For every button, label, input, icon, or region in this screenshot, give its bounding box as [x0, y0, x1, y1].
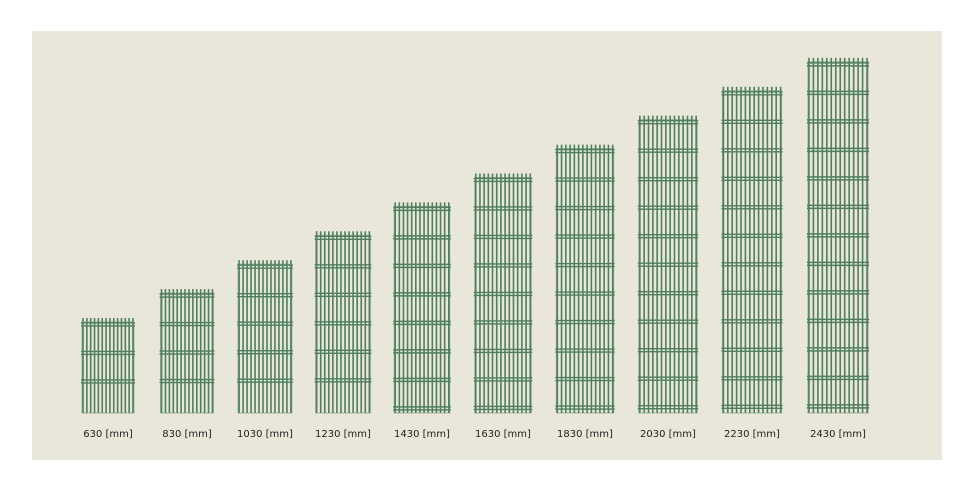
- size-label: 1830 [mm]: [557, 429, 613, 440]
- panel-frame: [160, 292, 214, 414]
- panel-frame: [474, 177, 532, 414]
- panel-frame: [807, 61, 869, 414]
- size-label: 2030 [mm]: [640, 429, 696, 440]
- fence-panel: [159, 289, 215, 414]
- size-label: 1230 [mm]: [315, 429, 371, 440]
- fence-panel: [473, 173, 533, 414]
- fence-panel: [637, 115, 699, 414]
- size-label: 830 [mm]: [162, 429, 212, 440]
- fence-panel: [81, 317, 135, 414]
- size-label: 1630 [mm]: [475, 429, 531, 440]
- panel-frame: [393, 205, 451, 414]
- background-panel: [32, 31, 942, 460]
- panel-frame: [237, 263, 293, 414]
- size-label: 630 [mm]: [83, 429, 133, 440]
- size-label: 2430 [mm]: [810, 429, 866, 440]
- panel-frame: [81, 321, 135, 414]
- size-label: 1030 [mm]: [237, 429, 293, 440]
- fence-panel: [237, 260, 293, 414]
- fence-panel: [555, 144, 615, 414]
- panel-frame: [555, 148, 615, 414]
- fence-panel: [314, 231, 372, 414]
- panel-frame: [315, 234, 371, 414]
- panel-frame: [638, 119, 698, 414]
- size-label: 2230 [mm]: [724, 429, 780, 440]
- fence-panel: [393, 202, 451, 414]
- fence-panel: [721, 86, 783, 414]
- fence-panel: [806, 57, 870, 414]
- panel-frame: [722, 90, 783, 414]
- size-label: 1430 [mm]: [394, 429, 450, 440]
